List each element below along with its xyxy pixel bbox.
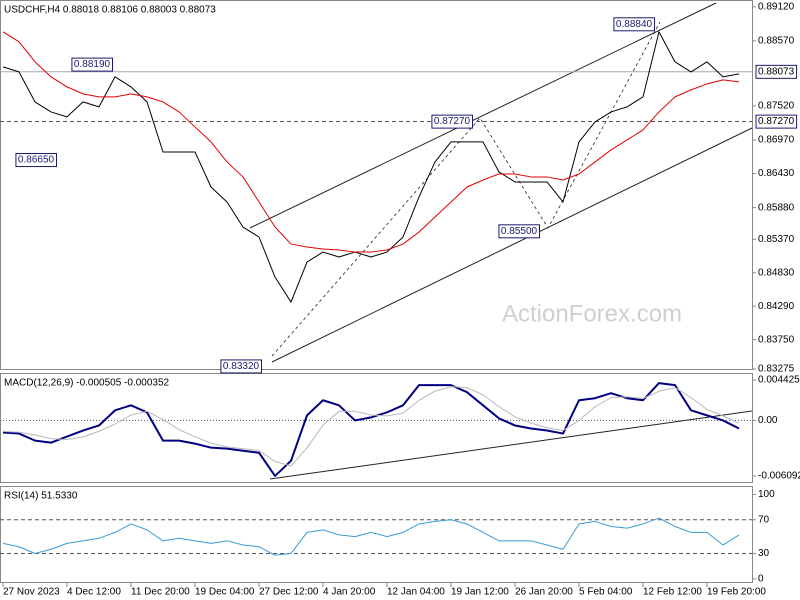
annotation-label: 0.85500 xyxy=(501,226,538,237)
y-tick-label: 0.00 xyxy=(758,415,778,426)
y-tick-label: 0 xyxy=(758,573,764,584)
annotation-box xyxy=(613,17,656,32)
x-tick-label: 12 Jan 04:00 xyxy=(387,587,445,598)
series-line xyxy=(2,382,740,477)
panel-title: MACD(12,26,9) -0.000505 -0.000352 xyxy=(4,378,170,389)
x-tick-label: 4 Dec 12:00 xyxy=(67,587,121,598)
wave-path xyxy=(271,21,661,357)
macd-panel xyxy=(0,373,753,483)
annotation-label: 0.86650 xyxy=(18,155,55,166)
y-tick-label: 0.85370 xyxy=(758,234,795,245)
y-tick-label: 0.85880 xyxy=(758,202,795,213)
series-line xyxy=(2,31,740,253)
y-tick-label: 0.87520 xyxy=(758,101,795,112)
annotation-label: 0.88840 xyxy=(616,19,653,30)
x-tick-label: 4 Jan 20:00 xyxy=(323,587,376,598)
annotation-box xyxy=(15,153,58,168)
y-tick-label: 0.89120 xyxy=(758,1,795,12)
y-tick-label: 70 xyxy=(758,514,770,525)
x-tick-label: 27 Nov 2023 xyxy=(3,587,60,598)
y-tick-label: 0.83750 xyxy=(758,334,795,345)
y-tick-label: 0.004425 xyxy=(758,375,800,386)
annotation-box xyxy=(498,224,541,239)
x-tick-label: 27 Dec 12:00 xyxy=(259,587,319,598)
y-tick-label: 0.84830 xyxy=(758,267,795,278)
y-tick-label: 0.86430 xyxy=(758,168,795,179)
annotation-box xyxy=(431,114,474,129)
trend-lines xyxy=(249,2,753,480)
series-line xyxy=(2,386,740,467)
annotation-label: 0.88073 xyxy=(758,66,795,77)
macd-trend-line xyxy=(269,410,753,480)
annotation-label: 0.87270 xyxy=(434,116,471,127)
x-tick-label: 19 Feb 20:00 xyxy=(707,587,766,598)
y-tick-label: 100 xyxy=(758,489,775,500)
annotation-box xyxy=(71,57,114,72)
annotation-label: 0.87270 xyxy=(758,116,795,127)
x-tick-label: 19 Dec 04:00 xyxy=(195,587,255,598)
x-tick-label: 12 Feb 12:00 xyxy=(643,587,702,598)
x-tick-label: 26 Jan 20:00 xyxy=(515,587,573,598)
y-tick-label: -0.006092 xyxy=(758,471,800,482)
panel-frames xyxy=(0,0,753,583)
annotation-box xyxy=(755,114,798,129)
panel-title: RSI(14) 51.5330 xyxy=(4,491,78,502)
annotation-label: 0.88190 xyxy=(74,59,111,70)
annotation-box xyxy=(220,359,263,374)
x-tick-label: 11 Dec 20:00 xyxy=(131,587,190,598)
y-tick-label: 0.86970 xyxy=(758,135,795,146)
price-panel xyxy=(0,0,753,370)
annotation-box xyxy=(755,64,798,79)
channel-lower xyxy=(271,127,753,363)
watermark: ActionForex.com xyxy=(502,300,682,327)
y-tick-label: 30 xyxy=(758,548,770,559)
series-line xyxy=(2,517,740,556)
x-tick-label: 5 Feb 04:00 xyxy=(579,587,633,598)
x-tick-label: 19 Jan 12:00 xyxy=(451,587,509,598)
y-tick-label: 0.83275 xyxy=(758,364,795,375)
series-line xyxy=(2,31,740,303)
rsi-panel xyxy=(0,486,753,583)
y-tick-label: 0.84290 xyxy=(758,301,795,312)
channel-upper xyxy=(249,2,717,229)
annotation-label: 0.83320 xyxy=(223,361,260,372)
panel-title: USDCHF,H4 0.88018 0.88106 0.88003 0.8807… xyxy=(4,5,216,16)
y-tick-label: 0.88570 xyxy=(758,36,795,47)
